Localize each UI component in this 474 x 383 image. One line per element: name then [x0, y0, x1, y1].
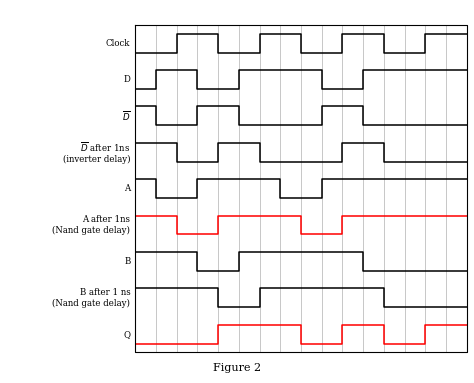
Text: Clock: Clock: [106, 39, 130, 47]
Text: A after 1ns
(Nand gate delay): A after 1ns (Nand gate delay): [52, 215, 130, 235]
Text: Figure 2: Figure 2: [213, 363, 261, 373]
Text: D: D: [123, 75, 130, 84]
Text: B after 1 ns
(Nand gate delay): B after 1 ns (Nand gate delay): [52, 288, 130, 308]
Text: Q: Q: [123, 330, 130, 339]
Text: $\overline{D}$ after 1ns
(inverter delay): $\overline{D}$ after 1ns (inverter delay…: [63, 140, 130, 164]
Text: $\overline{D}$: $\overline{D}$: [122, 109, 130, 123]
Text: A: A: [124, 184, 130, 193]
Text: B: B: [124, 257, 130, 266]
